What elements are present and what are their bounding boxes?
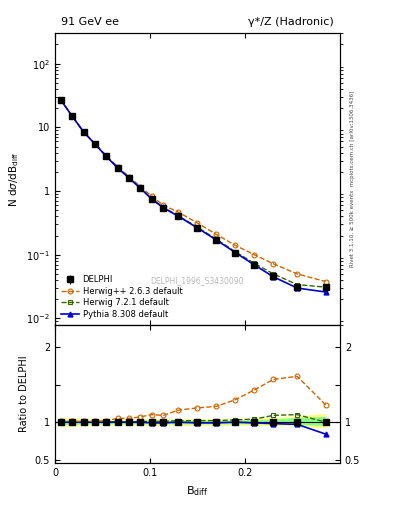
Herwig++ 2.6.3 default <box>138 184 143 190</box>
Pythia 8.308 default <box>271 274 276 280</box>
Herwig 7.2.1 default <box>150 196 154 202</box>
Herwig++ 2.6.3 default <box>295 271 299 277</box>
Pythia 8.308 default <box>252 262 257 268</box>
Pythia 8.308 default <box>295 285 299 291</box>
Herwig 7.2.1 default <box>233 249 238 255</box>
X-axis label: B$_{\rm diff}$: B$_{\rm diff}$ <box>186 484 209 498</box>
Pythia 8.308 default <box>138 185 143 191</box>
Herwig 7.2.1 default <box>161 204 166 210</box>
Pythia 8.308 default <box>176 213 181 219</box>
Pythia 8.308 default <box>59 97 63 103</box>
Line: Herwig++ 2.6.3 default: Herwig++ 2.6.3 default <box>58 97 328 284</box>
Pythia 8.308 default <box>93 141 97 147</box>
Pythia 8.308 default <box>233 249 238 255</box>
Herwig 7.2.1 default <box>323 284 328 290</box>
Pythia 8.308 default <box>195 225 200 231</box>
Herwig 7.2.1 default <box>138 185 143 191</box>
Line: Herwig 7.2.1 default: Herwig 7.2.1 default <box>58 97 328 290</box>
Herwig 7.2.1 default <box>271 271 276 277</box>
Herwig++ 2.6.3 default <box>59 97 63 103</box>
Text: 91 GeV ee: 91 GeV ee <box>61 17 119 28</box>
Herwig 7.2.1 default <box>195 224 200 230</box>
Pythia 8.308 default <box>104 154 108 160</box>
Text: DELPHI_1996_S3430090: DELPHI_1996_S3430090 <box>151 276 244 285</box>
Herwig 7.2.1 default <box>252 261 257 267</box>
Text: γ*/Z (Hadronic): γ*/Z (Hadronic) <box>248 17 334 28</box>
Herwig++ 2.6.3 default <box>70 113 75 119</box>
Y-axis label: N d$\sigma$/dB$_{\rm diff}$: N d$\sigma$/dB$_{\rm diff}$ <box>7 151 21 207</box>
Herwig 7.2.1 default <box>116 165 120 171</box>
Herwig 7.2.1 default <box>59 97 63 103</box>
Pythia 8.308 default <box>161 205 166 211</box>
Herwig++ 2.6.3 default <box>93 141 97 147</box>
Herwig++ 2.6.3 default <box>271 261 276 267</box>
Herwig 7.2.1 default <box>176 213 181 219</box>
Herwig++ 2.6.3 default <box>161 202 166 208</box>
Herwig++ 2.6.3 default <box>252 252 257 258</box>
Herwig 7.2.1 default <box>214 236 219 242</box>
Pythia 8.308 default <box>150 196 154 202</box>
Herwig 7.2.1 default <box>295 282 299 288</box>
Herwig++ 2.6.3 default <box>150 194 154 200</box>
Herwig 7.2.1 default <box>104 153 108 159</box>
Herwig++ 2.6.3 default <box>116 163 120 169</box>
Herwig++ 2.6.3 default <box>104 153 108 159</box>
Herwig++ 2.6.3 default <box>323 279 328 285</box>
Herwig++ 2.6.3 default <box>81 129 86 135</box>
Legend: DELPHI, Herwig++ 2.6.3 default, Herwig 7.2.1 default, Pythia 8.308 default: DELPHI, Herwig++ 2.6.3 default, Herwig 7… <box>59 273 184 321</box>
Y-axis label: Rivet 3.1.10, ≥ 500k events  mcplots.cern.ch [arXiv:1306.3436]: Rivet 3.1.10, ≥ 500k events mcplots.cern… <box>350 91 355 267</box>
Herwig++ 2.6.3 default <box>233 242 238 248</box>
Pythia 8.308 default <box>81 129 86 135</box>
Herwig++ 2.6.3 default <box>214 231 219 238</box>
Pythia 8.308 default <box>323 289 328 295</box>
Pythia 8.308 default <box>127 175 132 181</box>
Y-axis label: Ratio to DELPHI: Ratio to DELPHI <box>19 356 29 432</box>
Herwig 7.2.1 default <box>81 129 86 135</box>
Pythia 8.308 default <box>70 113 75 119</box>
Herwig 7.2.1 default <box>127 175 132 181</box>
Pythia 8.308 default <box>214 237 219 243</box>
Herwig 7.2.1 default <box>93 141 97 147</box>
Herwig++ 2.6.3 default <box>127 174 132 180</box>
Herwig 7.2.1 default <box>70 113 75 119</box>
Pythia 8.308 default <box>116 165 120 171</box>
Herwig++ 2.6.3 default <box>195 220 200 226</box>
Herwig++ 2.6.3 default <box>176 209 181 216</box>
Line: Pythia 8.308 default: Pythia 8.308 default <box>58 97 328 294</box>
